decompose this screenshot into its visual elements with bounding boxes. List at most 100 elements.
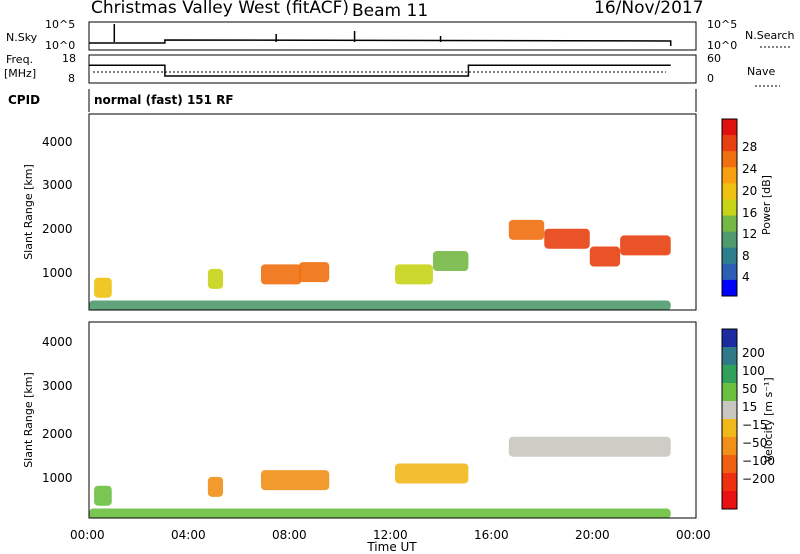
echo-region [260, 264, 302, 285]
xtick-0800: 08:00 [272, 528, 307, 542]
echo-region [620, 235, 671, 256]
echo-region [207, 476, 224, 497]
echo-region [432, 251, 469, 271]
power-cb-tick-20: 20 [742, 184, 757, 198]
power-colorbar-cell [722, 135, 737, 152]
power-colorbar-cell [722, 167, 737, 184]
power-colorbar-cell [722, 151, 737, 168]
echo-region [395, 463, 469, 484]
power-colorbar-cell [722, 215, 737, 233]
noise-panel: N.Sky 10^5 10^0 10^5 10^0 N.Search [6, 18, 795, 52]
vel-cb-label: Velocity [m s⁻¹] [762, 377, 775, 462]
power-ytick-2000: 2000 [42, 222, 73, 236]
vel-cb-tick-50: 50 [742, 382, 757, 396]
freq-panel: Freq. [MHz] 18 8 60 0 Nave [4, 52, 780, 87]
vel-cb-tick-15: 15 [742, 400, 757, 414]
vel-cb-tick-m50: −50 [742, 436, 767, 450]
x-axis: 00:00 04:00 08:00 12:00 16:00 20:00 00:0… [70, 528, 711, 554]
freq-right-tick-bottom: 0 [707, 72, 714, 85]
power-echo-regions [89, 219, 671, 311]
noise-right-label: N.Search [745, 29, 795, 42]
power-cb-label: Power [dB] [760, 175, 773, 235]
echo-region [298, 262, 330, 283]
xtick-0400: 04:00 [171, 528, 206, 542]
echo-region [508, 219, 545, 240]
noise-left-tick-top: 10^5 [45, 18, 75, 31]
velocity-colorbar-cell [722, 437, 737, 456]
power-panel: 4000 3000 2000 1000 Slant Range [km] 28 … [22, 113, 773, 311]
velocity-echo-regions [89, 436, 671, 519]
echo-region [395, 264, 433, 285]
echo-region [260, 470, 330, 491]
vel-ytick-1000: 1000 [42, 471, 73, 485]
xtick-1200: 12:00 [373, 528, 408, 542]
xtick-1600: 16:00 [474, 528, 509, 542]
vel-cb-tick-m15: −15 [742, 418, 767, 432]
xlabel: Time UT [366, 540, 417, 554]
power-ylabel: Slant Range [km] [22, 164, 35, 260]
noise-right-tick-top: 10^5 [707, 18, 737, 31]
power-colorbar-cell [722, 199, 737, 217]
power-colorbar-cell [722, 279, 737, 297]
power-cb-tick-28: 28 [742, 140, 757, 154]
power-colorbar-cell [722, 247, 737, 265]
velocity-colorbar-cell [722, 419, 737, 438]
power-cb-tick-12: 12 [742, 227, 757, 241]
velocity-panel: 4000 3000 2000 1000 Slant Range [km] 200… [22, 321, 775, 519]
echo-region [89, 508, 671, 519]
freq-right-tick-top: 60 [707, 52, 721, 65]
power-colorbar-cell [722, 263, 737, 281]
echo-region [89, 300, 671, 311]
power-ytick-4000: 4000 [42, 135, 73, 149]
echo-region [94, 485, 112, 506]
noise-right-tick-bottom: 10^0 [707, 39, 737, 52]
cpid-label: CPID [8, 93, 40, 107]
velocity-colorbar-cell [722, 383, 737, 402]
power-cb-tick-16: 16 [742, 206, 757, 220]
noise-sky-series [89, 24, 672, 46]
freq-right-label: Nave [747, 65, 775, 78]
velocity-colorbar-cell [722, 455, 737, 474]
power-cb-tick-4: 4 [742, 270, 750, 284]
power-colorbar: 28 24 20 16 12 8 4 Power [dB] [721, 118, 773, 297]
velocity-colorbar-cell [722, 329, 737, 348]
power-colorbar-cell [722, 119, 737, 136]
velocity-colorbar: 200 100 50 15 −15 −50 −100 −200 Velocity… [721, 328, 775, 510]
beam-title: Beam 11 [352, 1, 428, 21]
power-colorbar-cell [722, 183, 737, 200]
vel-cb-tick-m100: −100 [742, 454, 775, 468]
echo-region [589, 246, 621, 267]
echo-region [207, 268, 224, 289]
power-colorbar-cell [722, 231, 737, 249]
vel-ytick-3000: 3000 [42, 379, 73, 393]
vel-ylabel: Slant Range [km] [22, 372, 35, 468]
velocity-colorbar-cell [722, 347, 737, 366]
vel-ytick-2000: 2000 [42, 427, 73, 441]
freq-left-tick-top: 18 [62, 52, 76, 65]
cpid-program: normal (fast) 151 RF [94, 93, 234, 107]
velocity-colorbar-cell [722, 401, 737, 420]
vel-ytick-4000: 4000 [42, 335, 73, 349]
date-title: 16/Nov/2017 [594, 0, 704, 18]
xtick-2400: 00:00 [676, 528, 711, 542]
power-cb-tick-24: 24 [742, 162, 757, 176]
xtick-2000: 20:00 [575, 528, 610, 542]
vel-cb-tick-200: 200 [742, 346, 765, 360]
echo-region [544, 228, 590, 249]
power-ytick-3000: 3000 [42, 178, 73, 192]
xtick-0000: 00:00 [70, 528, 105, 542]
power-ytick-1000: 1000 [42, 266, 73, 280]
echo-region [94, 277, 112, 298]
noise-left-tick-bottom: 10^0 [45, 39, 75, 52]
freq-left-label-bottom: [MHz] [4, 67, 36, 80]
power-cb-tick-8: 8 [742, 249, 750, 263]
velocity-colorbar-cell [722, 491, 737, 510]
station-title: Christmas Valley West (fitACF) [91, 0, 349, 18]
echo-region [508, 436, 671, 457]
vel-cb-tick-100: 100 [742, 364, 765, 378]
freq-left-label-top: Freq. [6, 53, 33, 66]
vel-cb-tick-m200: −200 [742, 472, 775, 486]
freq-series [89, 64, 671, 77]
velocity-colorbar-cell [722, 473, 737, 492]
